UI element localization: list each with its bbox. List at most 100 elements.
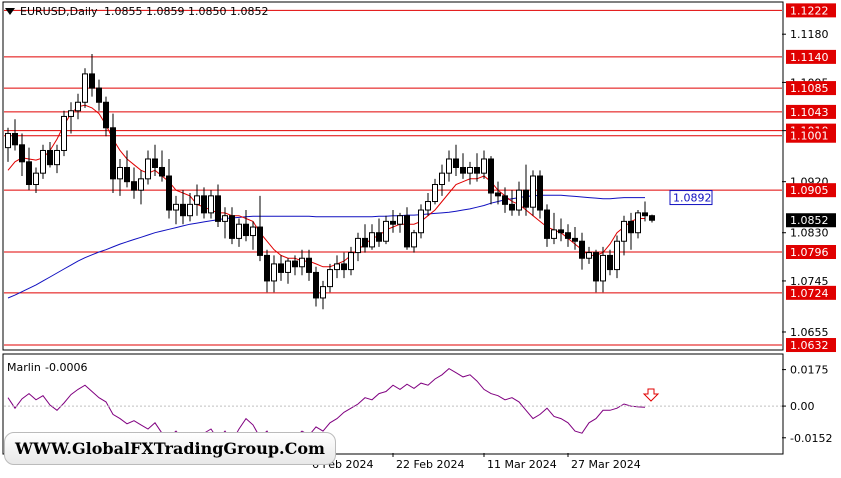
candle-body <box>152 158 158 168</box>
candle-body <box>124 166 130 183</box>
candle-body <box>586 252 592 259</box>
candle-body <box>551 229 557 239</box>
candle-body <box>537 175 543 211</box>
candle-body <box>61 115 67 151</box>
candle-body <box>376 232 382 242</box>
candle-body <box>103 101 109 129</box>
candle-body <box>488 158 494 194</box>
level-tag-label: 1.0724 <box>790 287 829 300</box>
level-tag <box>786 49 836 64</box>
level-tag-label: 1.0632 <box>790 339 829 352</box>
indicator-y-tick-label: 0.0175 <box>790 364 829 377</box>
level-tag <box>786 285 836 300</box>
candle-body <box>530 175 536 208</box>
candle-body <box>145 158 151 180</box>
candle-body <box>404 215 410 248</box>
candle-body <box>649 215 655 221</box>
level-tag <box>786 128 836 143</box>
candle-body <box>229 215 235 239</box>
y-tick-label: 1.1180 <box>790 28 829 41</box>
candle-body <box>173 203 179 211</box>
candle-body <box>418 209 424 234</box>
candle-body <box>201 195 207 214</box>
candle-body <box>236 223 242 239</box>
candle-body <box>166 175 172 211</box>
y-tick-label: 1.0830 <box>790 227 829 240</box>
x-tick-label: 22 Feb 2024 <box>396 458 464 471</box>
marlin-line <box>7 367 646 445</box>
level-lines <box>4 9 782 346</box>
current-price-label: 1.0852 <box>790 214 829 227</box>
ma-slow-tag-label: 1.0892 <box>673 192 712 205</box>
candle-body <box>75 101 81 112</box>
level-tag-label: 1.1043 <box>790 106 829 119</box>
candle-body <box>117 166 123 180</box>
candle-body <box>411 232 417 248</box>
candle-body <box>33 172 39 186</box>
candle-body <box>47 149 53 166</box>
candle-body <box>5 132 11 149</box>
candle-body <box>425 201 431 211</box>
marlin-series <box>4 367 782 445</box>
candle-body <box>509 203 515 211</box>
candle-body <box>292 260 298 268</box>
candles <box>5 54 655 310</box>
candle-body <box>215 195 221 222</box>
candle-body <box>54 149 60 166</box>
candle-body <box>341 263 347 271</box>
candle-body <box>593 252 599 282</box>
candle-body <box>607 254 613 271</box>
level-tag <box>786 183 836 198</box>
indicator-name: Marlin <box>7 361 41 374</box>
x-tick-label: 27 Mar 2024 <box>571 458 641 471</box>
indicator-y-tick-label: 0.00 <box>790 400 815 413</box>
level-tag <box>786 104 836 119</box>
candle-body <box>89 73 95 89</box>
price-tags: 1.12221.11401.10851.10431.10101.10011.09… <box>669 3 836 353</box>
candle-body <box>502 195 508 205</box>
candle-body <box>467 166 473 174</box>
candle-body <box>159 166 165 177</box>
candle-body <box>558 229 564 234</box>
candle-body <box>306 257 312 273</box>
candle-body <box>481 158 487 174</box>
candle-body <box>250 226 256 237</box>
candle-body <box>621 220 627 242</box>
symbol-label: EURUSD,Daily <box>20 5 98 18</box>
watermark: WWW.GlobalFXTradingGroup.Com <box>4 432 336 465</box>
candle-body <box>362 237 368 248</box>
candle-body <box>299 257 305 268</box>
current-price-tag <box>786 213 836 228</box>
candle-body <box>439 172 445 186</box>
candle-body <box>460 166 466 174</box>
dropdown-triangle-icon[interactable] <box>5 8 15 15</box>
candle-body <box>572 237 578 242</box>
candle-body <box>26 161 32 186</box>
y-tick-label: 1.0655 <box>790 326 829 339</box>
candle-body <box>369 232 375 248</box>
candle-body <box>446 158 452 174</box>
candle-body <box>40 149 46 174</box>
level-tag <box>786 338 836 353</box>
level-tag-label: 1.0905 <box>790 184 829 197</box>
candle-body <box>222 215 228 222</box>
candle-body <box>628 220 634 234</box>
level-tag <box>786 81 836 96</box>
level-tag-label: 1.1140 <box>790 51 829 64</box>
candle-body <box>96 87 102 103</box>
ma-slow-tag <box>669 190 713 206</box>
candle-body <box>194 195 200 205</box>
candle-body <box>257 226 263 256</box>
level-tag <box>786 3 836 18</box>
candle-body <box>131 181 137 191</box>
candle-body <box>516 189 522 211</box>
candle-body <box>355 237 361 254</box>
candle-body <box>397 215 403 225</box>
candle-body <box>474 166 480 174</box>
ohlc-label: 1.0855 1.0859 1.0850 1.0852 <box>104 5 268 18</box>
candle-body <box>348 252 354 271</box>
candle-body <box>495 192 501 197</box>
candle-body <box>187 203 193 217</box>
